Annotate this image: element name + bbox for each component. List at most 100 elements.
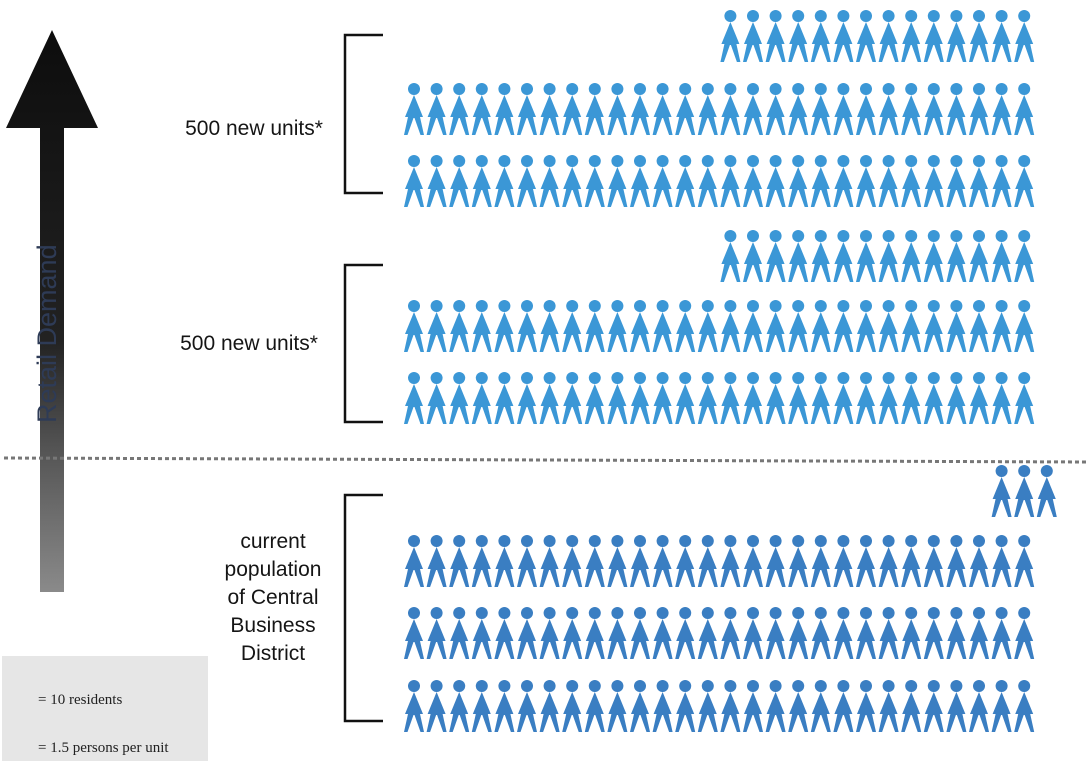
- person-figure-icon: [517, 300, 537, 352]
- person-figure-icon: [1014, 10, 1035, 62]
- person-figure-icon: [652, 535, 673, 587]
- retail-demand-arrow: [6, 30, 98, 592]
- person-figure-icon: [991, 465, 1012, 517]
- person-figure-icon: [449, 155, 470, 207]
- person-figure-icon: [743, 155, 763, 207]
- person-figure-icon: [856, 10, 876, 62]
- person-figure-icon: [426, 155, 447, 207]
- person-figure-icon: [856, 300, 876, 352]
- person-figure-icon: [810, 680, 831, 732]
- person-figure-icon: [765, 300, 786, 352]
- person-figure-icon: [810, 83, 831, 135]
- person-figure-icon: [856, 372, 876, 424]
- person-figure-icon: [449, 372, 470, 424]
- person-figure-icon: [562, 300, 583, 352]
- person-figure-icon: [743, 680, 763, 732]
- bracket-current: [343, 493, 383, 723]
- person-figure-icon: [765, 230, 786, 282]
- person-figure-icon: [788, 83, 809, 135]
- person-figure-icon: [517, 155, 537, 207]
- person-figure-icon: [517, 607, 537, 659]
- person-figure-icon: [946, 83, 967, 135]
- person-figure-icon: [449, 300, 470, 352]
- person-figure-icon: [969, 10, 989, 62]
- person-figure-icon: [517, 372, 537, 424]
- person-figure-icon: [471, 372, 492, 424]
- person-figure-icon: [788, 155, 809, 207]
- person-figure-icon: [810, 535, 831, 587]
- person-figure-icon: [607, 155, 628, 207]
- person-figure-icon: [946, 535, 967, 587]
- person-figure-icon: [856, 230, 876, 282]
- person-figure-icon: [946, 607, 967, 659]
- person-figure-icon: [946, 230, 967, 282]
- person-figure-icon: [923, 607, 944, 659]
- person-figure-icon: [562, 83, 583, 135]
- person-figure-icon: [584, 372, 605, 424]
- person-figure-icon: [539, 535, 560, 587]
- person-figure-icon: [630, 300, 650, 352]
- person-figure-icon: [991, 230, 1012, 282]
- person-figure-icon: [697, 535, 718, 587]
- person-figure-icon: [584, 155, 605, 207]
- person-figure-icon: [494, 155, 515, 207]
- person-figure-icon: [969, 680, 989, 732]
- group-label-middle: 500 new units*: [180, 332, 318, 355]
- person-figure-icon: [562, 535, 583, 587]
- person-figure-icon: [901, 10, 922, 62]
- person-figure-icon: [810, 155, 831, 207]
- person-figure-icon: [449, 83, 470, 135]
- person-figure-icon: [743, 535, 763, 587]
- person-figure-icon: [607, 83, 628, 135]
- person-figure-icon: [788, 230, 809, 282]
- person-figure-icon: [833, 83, 854, 135]
- person-figure-icon: [539, 607, 560, 659]
- person-figure-icon: [991, 10, 1012, 62]
- person-figure-icon: [562, 372, 583, 424]
- person-figure-icon: [675, 83, 696, 135]
- legend: = 10 residents = 1.5 persons per unit: [2, 656, 208, 761]
- person-figure-icon: [720, 535, 741, 587]
- person-figure-icon: [991, 83, 1012, 135]
- person-figure-icon: [991, 372, 1012, 424]
- person-figure-icon: [630, 372, 650, 424]
- person-figure-icon: [923, 155, 944, 207]
- person-figure-icon: [675, 607, 696, 659]
- person-figure-icon: [517, 83, 537, 135]
- person-figure-icon: [539, 83, 560, 135]
- person-figure-icon: [720, 230, 741, 282]
- person-figure-icon: [969, 607, 989, 659]
- person-figure-icon: [471, 535, 492, 587]
- person-figure-icon: [517, 680, 537, 732]
- person-figure-icon: [969, 155, 989, 207]
- person-figure-icon: [833, 10, 854, 62]
- person-figure-icon: [765, 372, 786, 424]
- person-figure-icon: [630, 535, 650, 587]
- person-figure-icon: [969, 535, 989, 587]
- person-figure-icon: [991, 680, 1012, 732]
- person-figure-icon: [765, 535, 786, 587]
- person-figure-icon: [833, 300, 854, 352]
- person-figure-icon: [675, 372, 696, 424]
- person-figure-icon: [404, 83, 424, 135]
- person-figure-icon: [426, 300, 447, 352]
- person-figure-icon: [810, 372, 831, 424]
- person-figure-icon: [901, 607, 922, 659]
- person-figure-icon: [788, 10, 809, 62]
- person-figure-icon: [946, 680, 967, 732]
- person-figure-icon: [1014, 230, 1035, 282]
- person-figure-icon: [539, 680, 560, 732]
- person-figure-icon: [607, 535, 628, 587]
- person-figure-icon: [720, 155, 741, 207]
- person-figure-icon: [833, 607, 854, 659]
- person-figure-icon: [810, 10, 831, 62]
- person-figure-icon: [923, 372, 944, 424]
- person-figure-icon: [991, 607, 1012, 659]
- person-figure-icon: [539, 155, 560, 207]
- person-figure-icon: [743, 300, 763, 352]
- person-figure-icon: [471, 155, 492, 207]
- person-figure-icon: [652, 680, 673, 732]
- person-figure-icon: [765, 680, 786, 732]
- person-figure-icon: [630, 680, 650, 732]
- person-figure-icon: [1014, 535, 1035, 587]
